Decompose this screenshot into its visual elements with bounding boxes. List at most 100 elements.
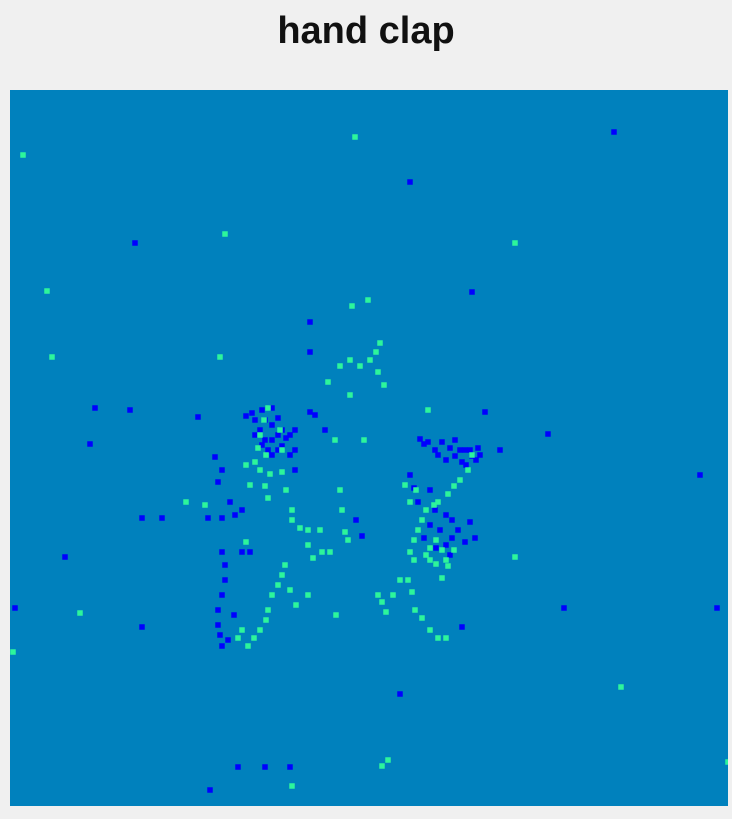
heatmap-cell xyxy=(411,557,417,563)
heatmap-cell xyxy=(207,787,213,793)
heatmap-cell xyxy=(439,575,445,581)
heatmap-cell xyxy=(421,441,427,447)
heatmap-cell xyxy=(451,547,457,553)
heatmap-cell xyxy=(212,454,218,460)
heatmap-cell xyxy=(379,763,385,769)
heatmap-cell xyxy=(279,572,285,578)
heatmap-cell xyxy=(222,231,228,237)
heatmap-cell xyxy=(419,517,425,523)
heatmap-cell xyxy=(282,562,288,568)
heatmap-cell xyxy=(231,612,237,618)
heatmap-cell xyxy=(252,417,258,423)
heatmap-cell xyxy=(77,610,83,616)
heatmap-cell xyxy=(292,447,298,453)
heatmap-cell xyxy=(561,605,567,611)
heatmap-cell xyxy=(269,437,275,443)
heatmap-cell xyxy=(445,563,451,569)
heatmap-cell xyxy=(427,522,433,528)
heatmap-cell xyxy=(432,507,438,513)
heatmap-cell xyxy=(269,592,275,598)
heatmap-cell xyxy=(239,627,245,633)
heatmap-cell xyxy=(697,472,703,478)
heatmap-cell xyxy=(373,349,379,355)
heatmap-cell xyxy=(473,457,479,463)
heatmap-cell xyxy=(385,757,391,763)
heatmap-cell xyxy=(232,512,238,518)
heatmap-cell xyxy=(443,512,449,518)
heatmap-cell xyxy=(289,517,295,523)
heatmap-cell xyxy=(289,783,295,789)
heatmap-cell xyxy=(359,533,365,539)
heatmap-cell xyxy=(219,643,225,649)
heatmap-cell xyxy=(333,612,339,618)
heatmap-cell xyxy=(219,549,225,555)
heatmap-cell xyxy=(217,632,223,638)
heatmap-cell xyxy=(319,549,325,555)
heatmap-cell xyxy=(415,499,421,505)
heatmap-cell xyxy=(292,467,298,473)
heatmap-cell xyxy=(249,410,255,416)
heatmap-cell xyxy=(262,437,268,443)
heatmap-cell xyxy=(263,617,269,623)
heatmap-cell xyxy=(257,427,263,433)
heatmap-cell xyxy=(439,547,445,553)
heatmap-cell xyxy=(325,379,331,385)
heatmap-cell xyxy=(305,542,311,548)
heatmap-cell xyxy=(292,427,298,433)
heatmap-cell xyxy=(327,549,333,555)
heatmap-cell xyxy=(435,452,441,458)
heatmap-cell xyxy=(245,643,251,649)
heatmap-cell xyxy=(222,577,228,583)
heatmap-cell xyxy=(257,467,263,473)
heatmap-cell xyxy=(347,357,353,363)
heatmap-cell xyxy=(432,447,438,453)
heatmap-cell xyxy=(252,432,258,438)
heatmap-cell xyxy=(477,452,483,458)
heatmap-cell xyxy=(472,535,478,541)
heatmap-cell xyxy=(423,552,429,558)
heatmap-cell xyxy=(297,525,303,531)
heatmap-cell xyxy=(239,507,245,513)
heatmap-cell xyxy=(725,759,728,765)
heatmap-cell xyxy=(159,515,165,521)
heatmap-cell xyxy=(439,439,445,445)
heatmap-cell xyxy=(457,477,463,483)
heatmap-cell xyxy=(455,527,461,533)
heatmap-cell xyxy=(413,487,419,493)
heatmap-cell xyxy=(431,502,437,508)
heatmap-cell xyxy=(379,599,385,605)
heatmap-cell xyxy=(397,577,403,583)
heatmap-cell xyxy=(222,562,228,568)
heatmap-cell xyxy=(279,443,285,449)
heatmap-cell xyxy=(310,555,316,561)
heatmap-cell xyxy=(317,527,323,533)
heatmap-cell xyxy=(225,637,231,643)
heatmap-cell xyxy=(411,537,417,543)
heatmap-cell xyxy=(425,407,431,413)
heatmap-cell xyxy=(202,502,208,508)
heatmap-cell xyxy=(618,684,624,690)
heatmap-cell xyxy=(62,554,68,560)
heatmap-cell xyxy=(397,691,403,697)
heatmap-cell xyxy=(407,549,413,555)
heatmap-cell xyxy=(452,437,458,443)
heatmap-cell xyxy=(307,319,313,325)
heatmap-cell xyxy=(425,439,431,445)
heatmap-cell xyxy=(219,467,225,473)
heatmap-cell xyxy=(337,487,343,493)
heatmap-cell xyxy=(462,539,468,545)
heatmap-cell xyxy=(512,240,518,246)
heatmap-cell xyxy=(139,624,145,630)
heatmap-cell xyxy=(305,527,311,533)
heatmap-cell xyxy=(215,622,221,628)
heatmap-cell xyxy=(283,487,289,493)
heatmap-cell xyxy=(419,615,425,621)
heatmap-cell xyxy=(92,405,98,411)
heatmap-cell xyxy=(251,635,257,641)
heatmap-cell xyxy=(462,447,468,453)
heatmap-cell xyxy=(349,303,355,309)
heatmap-cell xyxy=(417,436,423,442)
heatmap-cell xyxy=(287,452,293,458)
heatmap-cell xyxy=(407,499,413,505)
heatmap-cell xyxy=(265,495,271,501)
